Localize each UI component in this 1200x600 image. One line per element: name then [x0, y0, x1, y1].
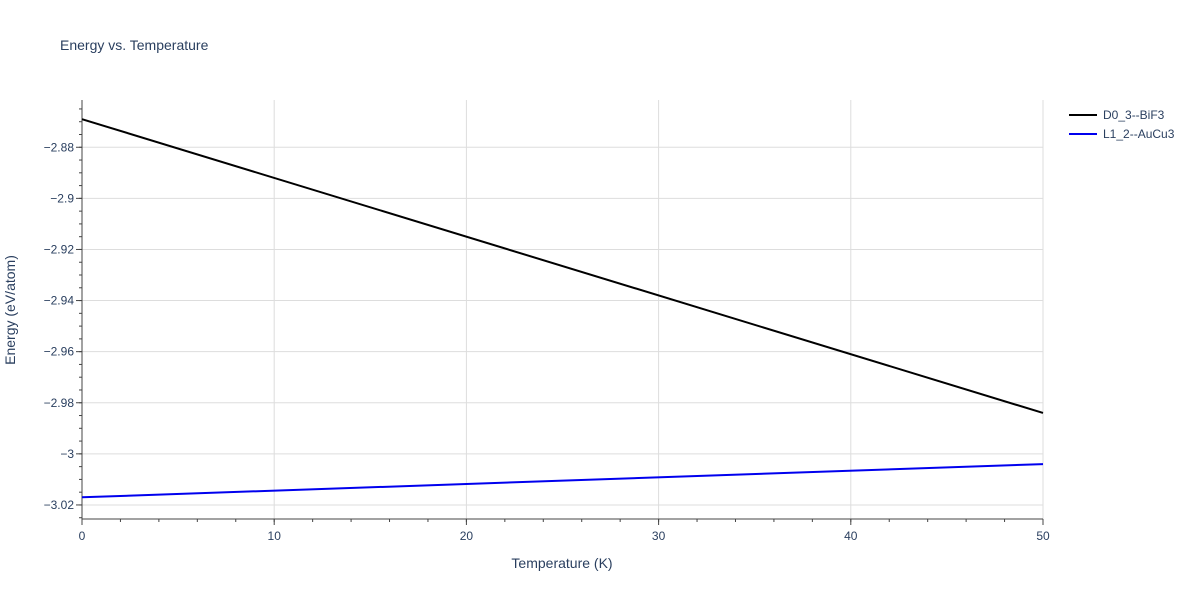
- x-tick-label: 50: [1036, 529, 1050, 543]
- y-axis-title: Energy (eV/atom): [2, 255, 18, 365]
- y-tick-label: −2.94: [44, 294, 75, 308]
- y-tick-label: −2.88: [44, 140, 75, 154]
- x-tick-label: 20: [460, 529, 474, 543]
- axes: [76, 100, 1044, 525]
- series[interactable]: [81, 118, 1044, 499]
- y-tick-label: −2.9: [50, 191, 74, 205]
- legend-item[interactable]: L1_2--AuCu3: [1069, 127, 1175, 141]
- y-tick-label: −3: [60, 447, 74, 461]
- y-tick-label: −2.96: [44, 345, 75, 359]
- legend-label: L1_2--AuCu3: [1103, 127, 1175, 141]
- minor-ticks: [79, 108, 1044, 522]
- y-tick-label: −2.98: [44, 396, 75, 410]
- y-tick-label: −3.02: [44, 498, 75, 512]
- x-tick-label: 30: [652, 529, 666, 543]
- legend-label: D0_3--BiF3: [1103, 108, 1165, 122]
- x-tick-label: 10: [268, 529, 282, 543]
- grid: [82, 100, 1044, 519]
- x-tick-label: 0: [79, 529, 86, 543]
- series-line-1[interactable]: [81, 463, 1044, 499]
- x-axis-title: Temperature (K): [511, 555, 612, 571]
- chart-title: Energy vs. Temperature: [60, 37, 209, 53]
- legend[interactable]: D0_3--BiF3 L1_2--AuCu3: [1069, 108, 1175, 141]
- x-tick-label: 40: [844, 529, 858, 543]
- series-line-0[interactable]: [81, 118, 1044, 414]
- legend-item[interactable]: D0_3--BiF3: [1069, 108, 1165, 122]
- tick-labels: 0 10 20 30 40 50 −3.02 −3 −2.98 −2.96 −2.94 −2.92 −2…: [44, 140, 1050, 543]
- y-tick-label: −2.92: [44, 242, 75, 256]
